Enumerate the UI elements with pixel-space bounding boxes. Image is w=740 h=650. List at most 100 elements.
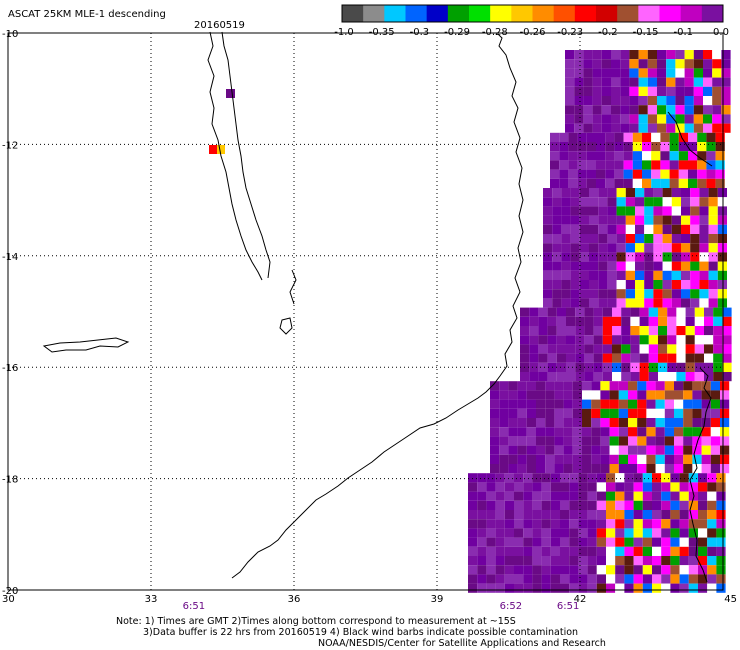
wind-cell [607,206,617,216]
wind-cell [574,50,584,60]
wind-cell [583,123,593,133]
wind-cell [596,565,606,575]
wind-cell [596,169,606,179]
wind-cell [708,206,718,216]
wind-cell [554,381,564,391]
wind-cell [653,215,663,225]
wind-cell [514,565,524,575]
wind-cell [517,408,527,418]
wind-cell [615,546,625,556]
wind-cell [499,445,509,455]
wind-cell [688,151,698,161]
wind-cell [708,298,718,308]
wind-cell [629,59,639,69]
wind-cell [620,68,630,78]
wind-cell [674,408,684,418]
wind-cell [632,178,642,188]
wind-cell [591,454,601,464]
wind-cell [694,307,704,317]
wind-cell [661,491,671,501]
wind-cell [684,50,694,60]
wind-cell [671,289,681,299]
wind-cell [568,132,578,142]
wind-cell [620,77,630,87]
wind-cell [601,77,611,87]
wind-cell [495,500,505,510]
wind-cell [666,96,676,106]
wind-cell [559,151,569,161]
wind-cell [667,335,677,345]
wind-cell [541,519,551,529]
wind-cell [713,307,723,317]
wind-cell [638,77,648,87]
wind-cell [720,408,730,418]
wind-cell [570,215,580,225]
wind-cell [633,473,643,483]
wind-cell [582,408,592,418]
wind-cell [587,510,597,520]
wind-cell [568,151,578,161]
wind-cell [616,224,626,234]
wind-cell [703,96,713,106]
wind-cell [703,50,713,60]
wind-cell [598,289,608,299]
wind-cell [688,482,698,492]
wind-cell [637,399,647,409]
wind-cell [523,574,533,584]
wind-cell [621,326,631,336]
wind-cell [646,464,656,474]
wind-cell [552,188,562,198]
wind-cell [607,243,617,253]
colorbar-swatch [363,5,385,22]
wind-cell [532,546,542,556]
wind-cell [670,510,680,520]
wind-cell [629,68,639,78]
wind-cell [586,160,596,170]
wind-cell [615,528,625,538]
wind-cell [579,243,589,253]
wind-cell [570,243,580,253]
wind-cell [552,197,562,207]
wind-cell [722,344,732,354]
wind-cell [600,399,610,409]
wind-cell [697,142,707,152]
wind-cell [614,178,624,188]
wind-cell [671,270,681,280]
wind-cell [614,151,624,161]
wind-cell [574,59,584,69]
wind-cell [563,464,573,474]
wind-cell [646,436,656,446]
wind-cell [579,270,589,280]
wind-cell [642,510,652,520]
wind-cell [589,261,599,271]
colorbar-swatch [596,5,618,22]
wind-cell [715,142,725,152]
wind-cell [600,381,610,391]
wind-cell [642,132,652,142]
wind-cell [526,445,536,455]
wind-cell [666,123,676,133]
wind-cell [486,583,496,593]
wind-cell [529,353,539,363]
wind-cell [486,482,496,492]
wind-cell [699,206,709,216]
wind-cell [582,445,592,455]
wind-cell [508,390,518,400]
wind-cell [658,316,668,326]
wind-cell [523,500,533,510]
wind-cell [701,436,711,446]
wind-cell [717,261,727,271]
wind-cell [690,261,700,271]
wind-cell [652,537,662,547]
wind-cell [681,224,691,234]
wind-cell [713,335,723,345]
wind-cell [523,528,533,538]
wind-cell [541,510,551,520]
wind-cell [642,528,652,538]
wind-cell [508,381,518,391]
wind-cell [660,160,670,170]
wind-cell [566,335,576,345]
colorbar-swatch [447,5,470,22]
wind-cell [589,224,599,234]
wind-cell [675,114,685,124]
